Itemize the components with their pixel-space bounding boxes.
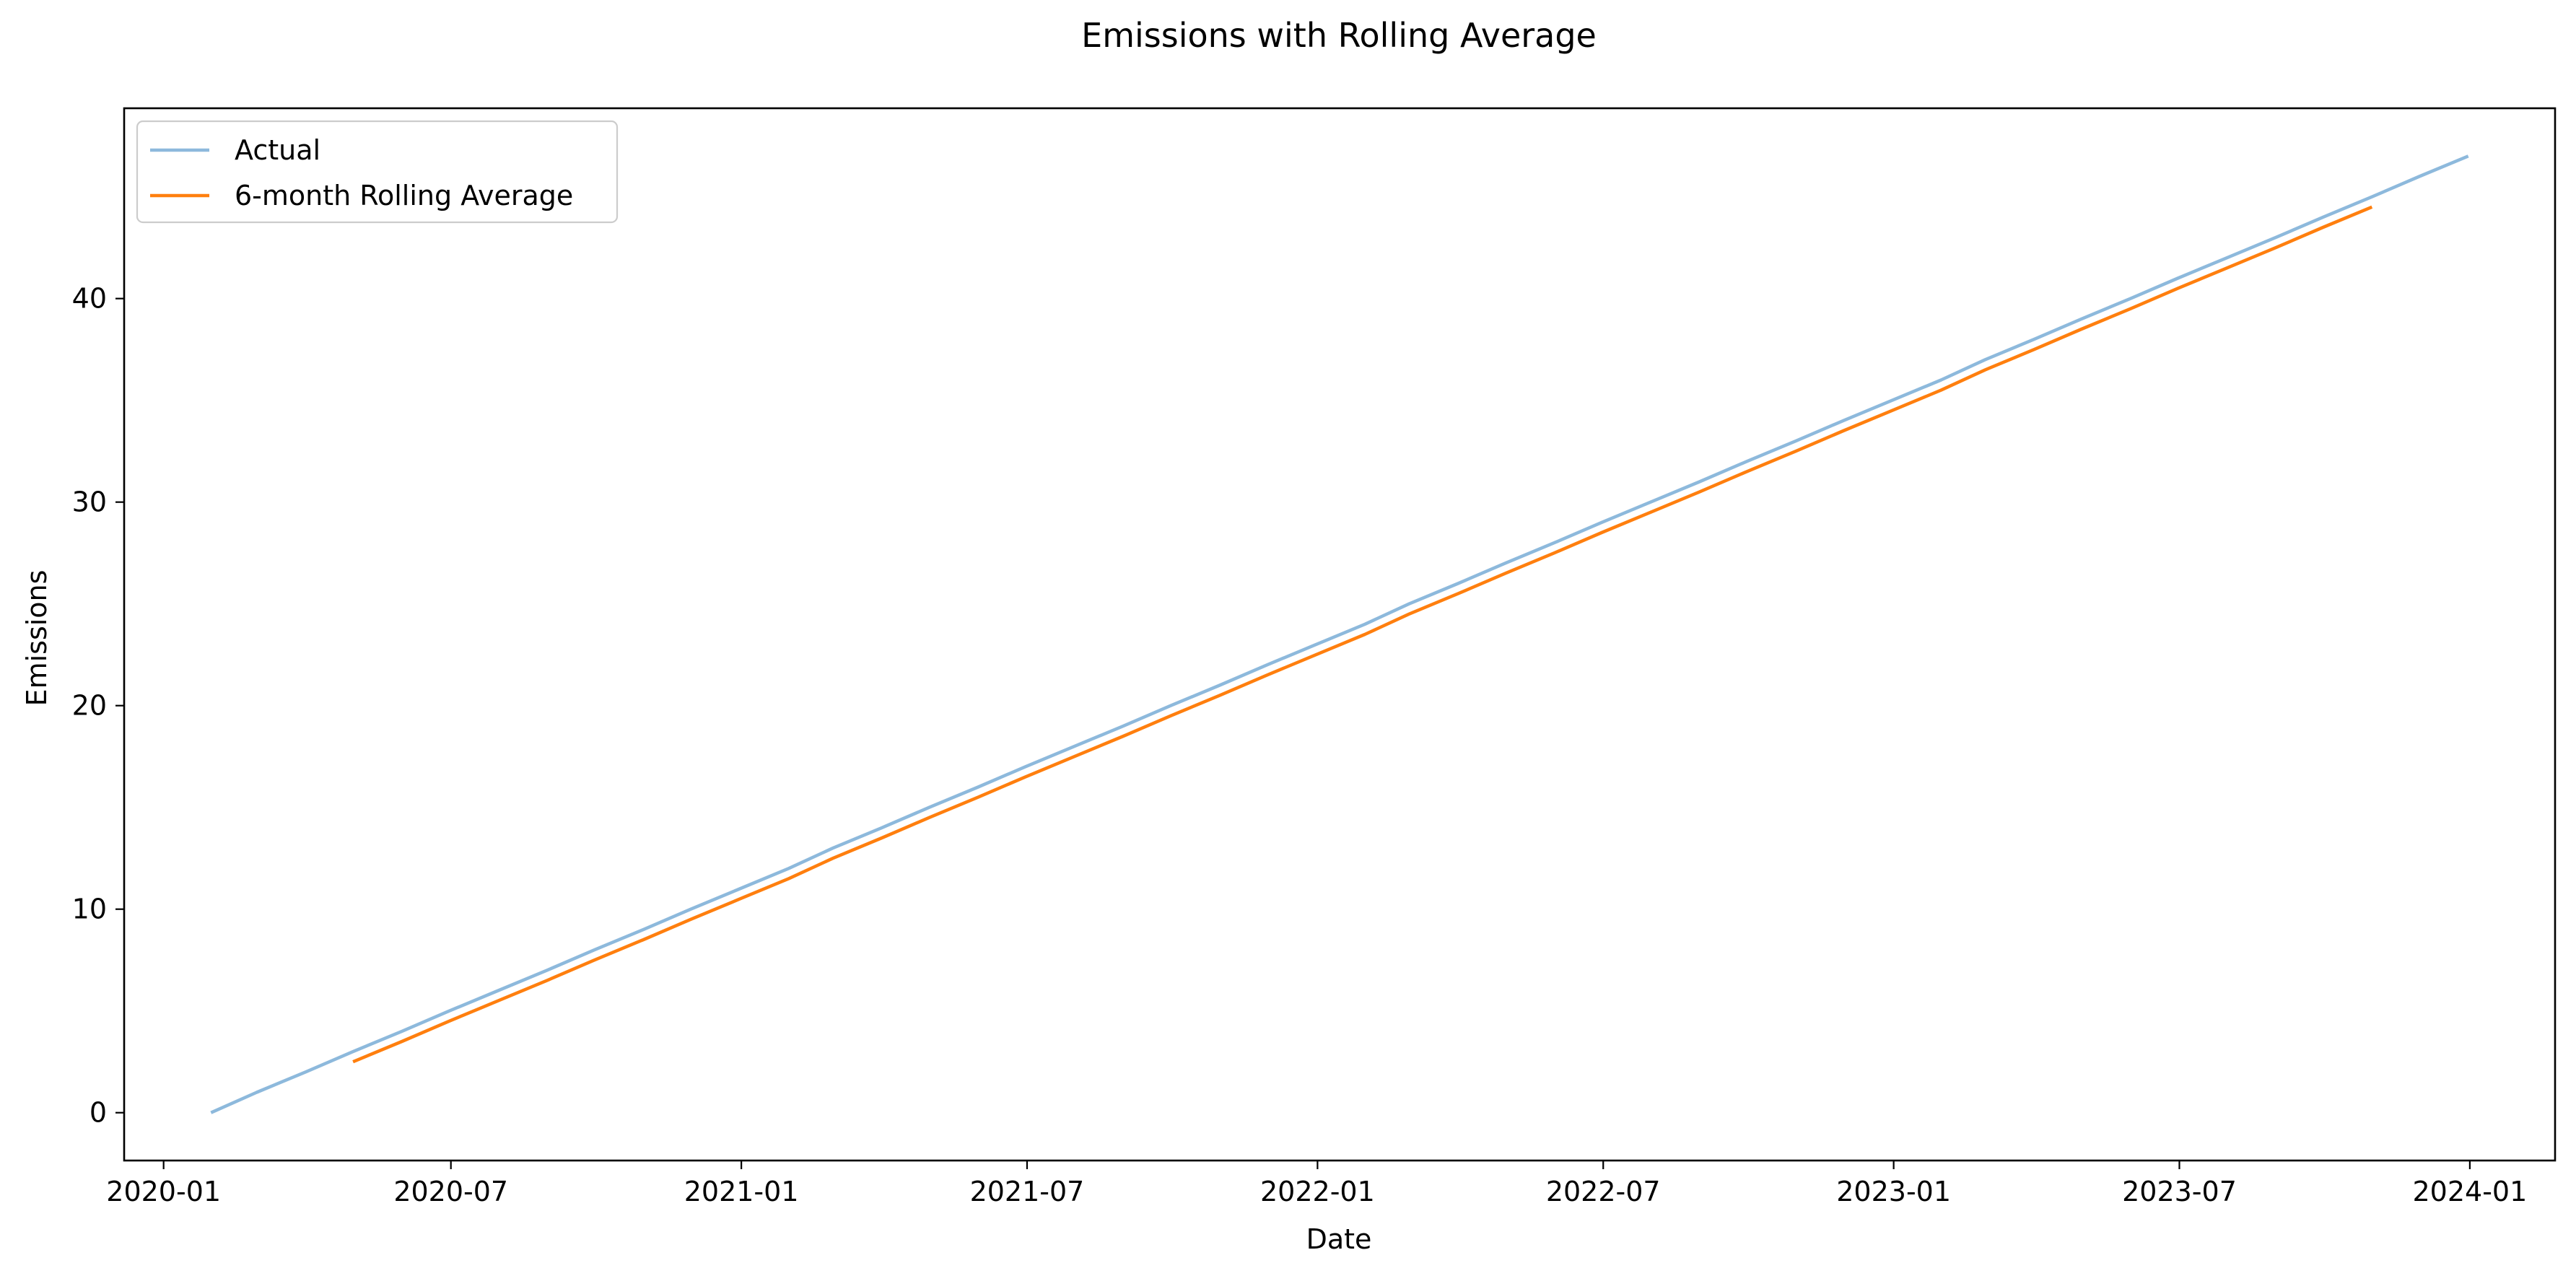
series-line-rolling-average bbox=[352, 205, 2373, 1064]
x-axis: 2020-01 2020-07 2021-01 2021-07 2022-01 2022-… bbox=[106, 1161, 2527, 1207]
x-tick-label: 2024-01 bbox=[2413, 1176, 2528, 1207]
x-tick-label: 2023-01 bbox=[1836, 1176, 1951, 1207]
axes-frame bbox=[123, 107, 2557, 1162]
x-axis-label: Date bbox=[1306, 1223, 1372, 1255]
x-tick-label: 2022-07 bbox=[1546, 1176, 1661, 1207]
legend: Actual 6-month Rolling Average bbox=[136, 120, 619, 224]
x-tick-label: 2020-01 bbox=[106, 1176, 221, 1207]
x-tick-label: 2022-01 bbox=[1260, 1176, 1375, 1207]
chart-title: Emissions with Rolling Average bbox=[1081, 16, 1597, 55]
y-tick-label: 30 bbox=[72, 486, 107, 518]
y-axis-label: Emissions bbox=[21, 570, 53, 707]
x-tick-label: 2021-07 bbox=[970, 1176, 1085, 1207]
legend-label: Actual bbox=[235, 134, 320, 166]
x-tick-label: 2020-07 bbox=[393, 1176, 508, 1207]
y-tick-label: 0 bbox=[89, 1097, 107, 1129]
x-tick-label: 2023-07 bbox=[2122, 1176, 2237, 1207]
plot-area bbox=[210, 154, 2469, 1114]
y-tick-label: 40 bbox=[72, 283, 107, 315]
legend-label: 6-month Rolling Average bbox=[235, 180, 573, 211]
x-tick-label: 2021-01 bbox=[684, 1176, 799, 1207]
y-tick-label: 20 bbox=[72, 690, 107, 722]
y-axis: 0 10 20 30 40 bbox=[72, 283, 124, 1129]
series-line-actual bbox=[210, 154, 2469, 1114]
legend-box bbox=[136, 120, 619, 224]
y-tick-label: 10 bbox=[72, 893, 107, 925]
